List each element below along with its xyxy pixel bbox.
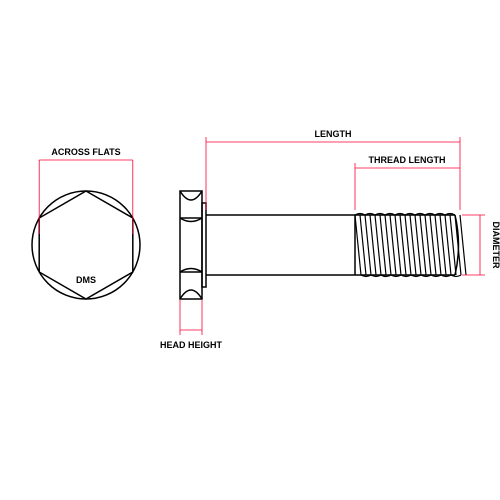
diameter-label: DIAMETER — [491, 222, 500, 270]
bolt-side-view — [180, 191, 466, 299]
head-height-label: HEAD HEIGHT — [160, 340, 223, 350]
head-height-dimension: HEAD HEIGHT — [160, 300, 223, 350]
across-flats-label: ACROSS FLATS — [51, 147, 120, 157]
thread-length-label: THREAD LENGTH — [369, 155, 446, 165]
length-label: LENGTH — [315, 129, 352, 139]
dms-label: DMS — [76, 275, 96, 285]
bolt-diagram: ACROSS FLATS DMS LENGTH — [0, 0, 500, 500]
diameter-dimension: DIAMETER — [462, 215, 500, 275]
thread-region — [355, 214, 466, 277]
thread-length-dimension: THREAD LENGTH — [355, 155, 460, 210]
length-dimension: LENGTH — [206, 129, 460, 210]
